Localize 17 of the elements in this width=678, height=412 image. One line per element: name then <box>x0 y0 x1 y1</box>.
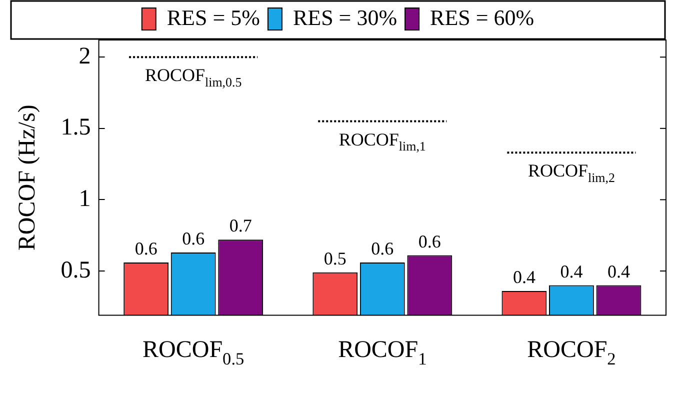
data-label: 0.6 <box>371 238 394 258</box>
legend-label: RES = 60% <box>430 4 534 30</box>
data-label: 0.6 <box>182 228 205 248</box>
data-label: 0.6 <box>134 238 158 258</box>
y-tick-label: 1 <box>78 186 91 212</box>
data-label: 0.5 <box>324 248 346 268</box>
legend-label: RES = 5% <box>166 4 260 30</box>
y-axis-title: ROCOF (Hz/s) <box>14 104 41 251</box>
y-tick-label: 0.5 <box>60 257 91 284</box>
data-label: 0.6 <box>418 231 441 252</box>
legend-label: RES = 30% <box>292 4 398 30</box>
data-label: 0.7 <box>229 216 252 236</box>
data-label: 0.4 <box>560 261 583 282</box>
y-tick-label: 2 <box>78 43 91 70</box>
data-label: 0.4 <box>512 266 536 287</box>
data-label: 0.4 <box>607 261 630 282</box>
y-tick-label: 1.5 <box>60 114 91 141</box>
